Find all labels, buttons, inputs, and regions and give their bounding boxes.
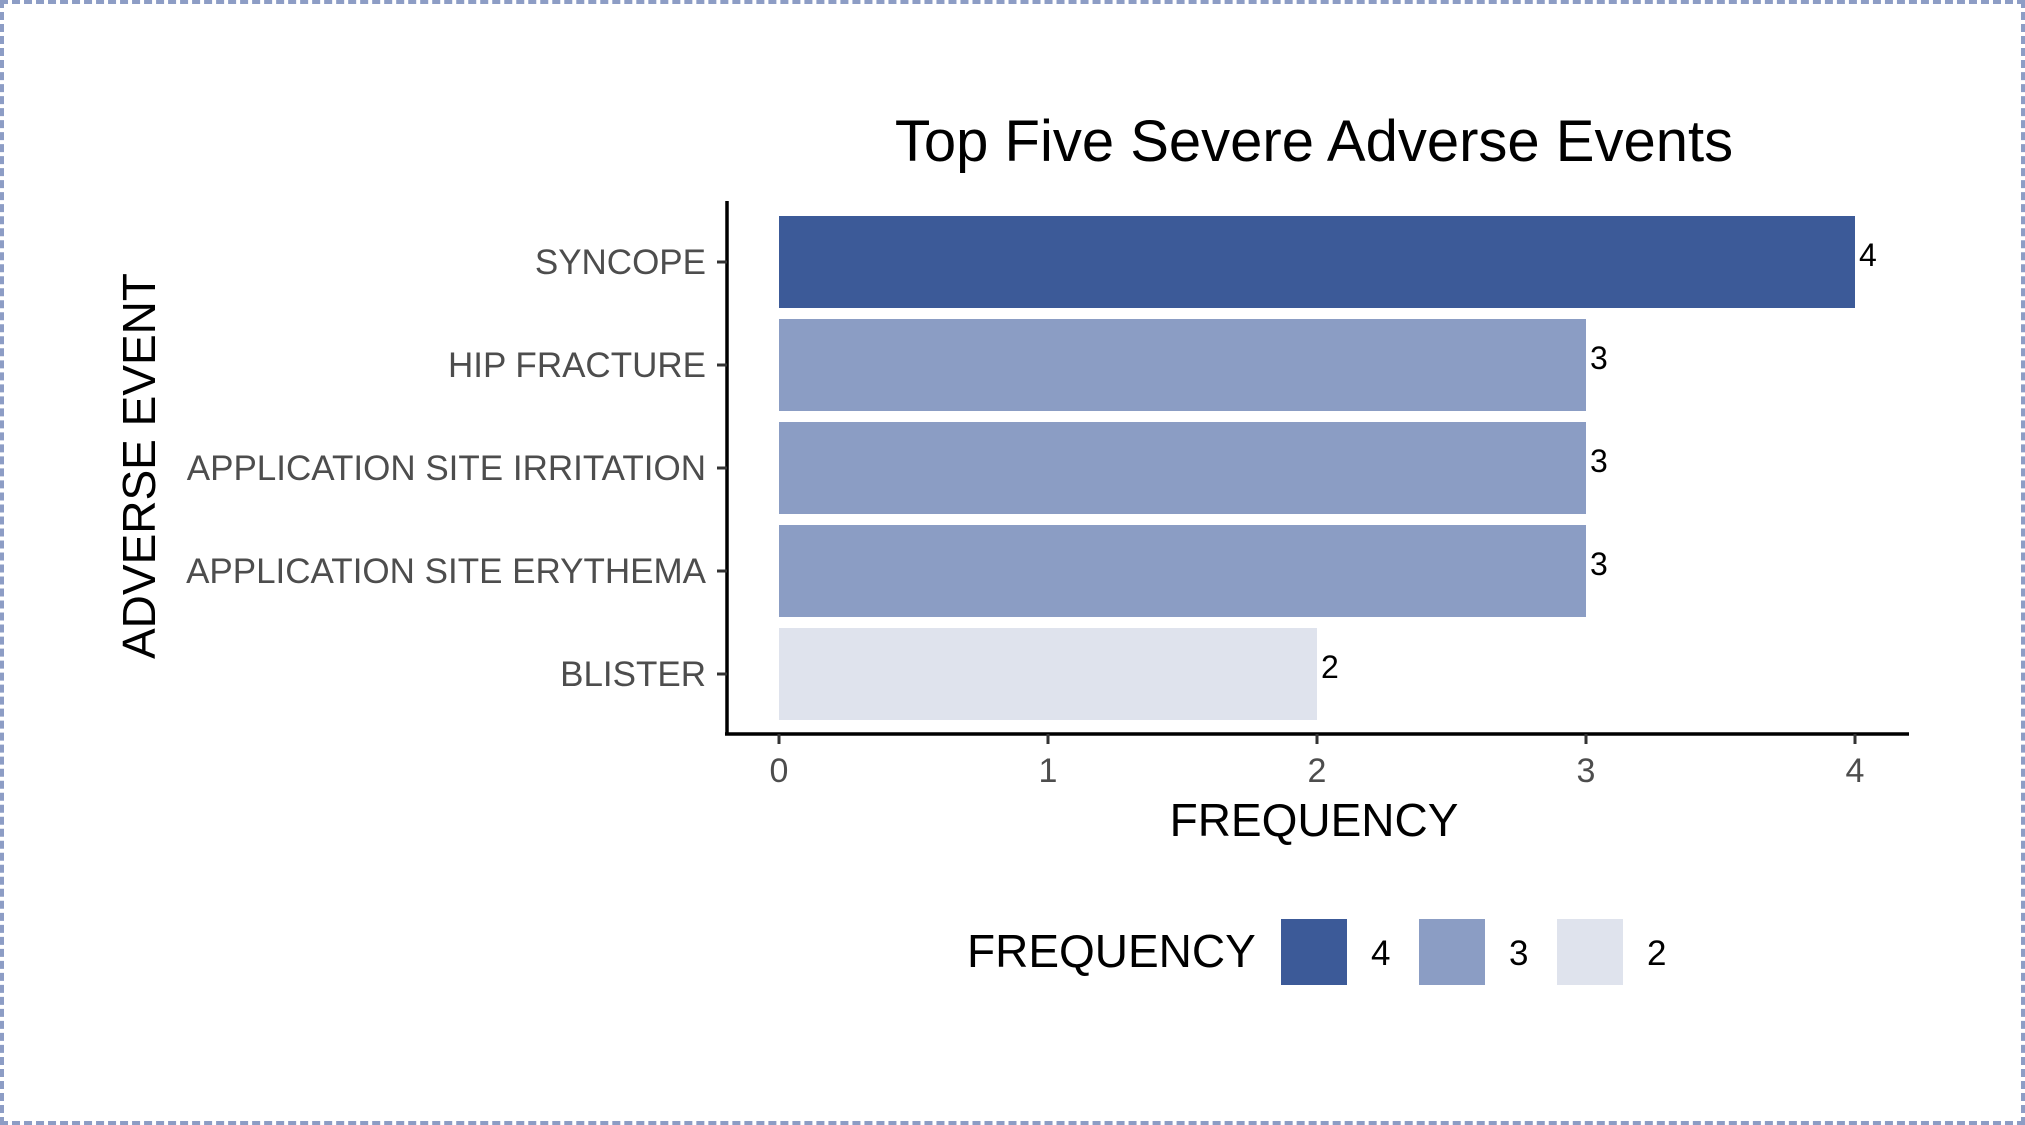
data-label: 3 (1590, 443, 1608, 479)
plot-area: 0 1 2 3 4 SYNCOPE 4 HIP FRACTURE 3 APPLICATION SI… (186, 201, 1909, 790)
bar (779, 525, 1586, 617)
bar (779, 422, 1586, 514)
y-tick-label: SYNCOPE (535, 243, 706, 282)
chart-title: Top Five Severe Adverse Events (895, 109, 1733, 174)
data-label: 3 (1590, 340, 1608, 376)
legend-swatch (1557, 919, 1623, 985)
bar-chart: Top Five Severe Adverse Events ADVERSE E… (113, 109, 1909, 985)
y-axis-title: ADVERSE EVENT (113, 273, 165, 659)
y-tick-label: BLISTER (560, 655, 706, 694)
data-label: 4 (1859, 237, 1877, 273)
x-tick-label: 4 (1846, 752, 1865, 790)
legend-swatch (1419, 919, 1485, 985)
bar (779, 216, 1855, 308)
legend-label: 3 (1509, 934, 1528, 973)
legend-label: 2 (1647, 934, 1666, 973)
y-tick-label: HIP FRACTURE (448, 346, 706, 385)
x-axis-title: FREQUENCY (1170, 794, 1459, 846)
data-label: 2 (1321, 649, 1339, 685)
legend-label: 4 (1371, 934, 1390, 973)
legend: FREQUENCY 4 3 2 (967, 919, 1666, 985)
bar (779, 628, 1317, 720)
y-tick-label: APPLICATION SITE IRRITATION (187, 449, 706, 488)
bar (779, 319, 1586, 411)
legend-swatch (1281, 919, 1347, 985)
legend-title: FREQUENCY (967, 925, 1256, 977)
x-tick-label: 1 (1039, 752, 1058, 790)
data-label: 3 (1590, 546, 1608, 582)
x-tick-label: 3 (1577, 752, 1596, 790)
x-tick-label: 0 (770, 752, 789, 790)
x-tick-label: 2 (1308, 752, 1327, 790)
y-tick-label: APPLICATION SITE ERYTHEMA (186, 552, 707, 591)
